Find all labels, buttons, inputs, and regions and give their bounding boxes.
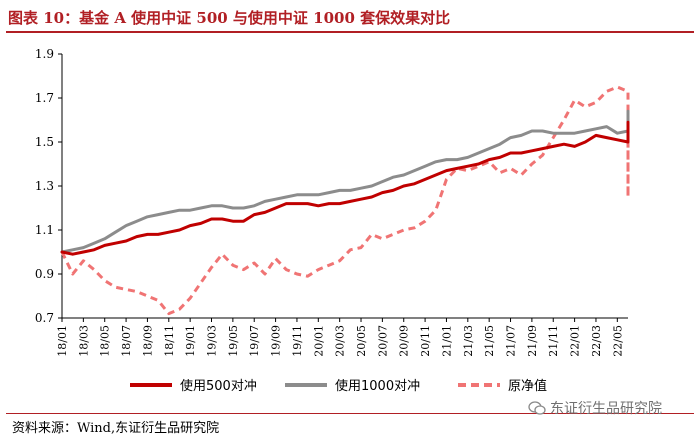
x-tick-label: 19/07 (248, 325, 261, 357)
x-tick-label: 20/01 (312, 325, 325, 357)
x-tick-label: 21/01 (440, 325, 453, 357)
x-tick-label: 19/05 (227, 325, 240, 357)
watermark: 东证衍生品研究院 (528, 398, 662, 418)
watermark-text: 东证衍生品研究院 (550, 401, 662, 417)
y-tick-label: 1.3 (35, 179, 54, 193)
x-tick-label: 19/11 (291, 325, 304, 357)
legend-label-0: 使用500对冲 (180, 378, 257, 394)
x-tick-label: 22/03 (590, 325, 603, 357)
x-tick-label: 20/03 (334, 325, 347, 357)
x-tick-label: 21/03 (462, 325, 475, 357)
x-tick-label: 18/07 (120, 325, 133, 357)
x-tick-label: 20/09 (398, 325, 411, 357)
legend-label-2: 原净值 (508, 378, 547, 394)
x-tick-label: 18/11 (163, 325, 176, 357)
series-line-1 (60, 109, 630, 254)
x-tick-label: 19/03 (206, 325, 219, 357)
y-tick-label: 1.5 (35, 135, 54, 149)
footer-rule (6, 413, 694, 414)
x-tick-label: 20/05 (355, 325, 368, 357)
x-tick-label: 18/03 (77, 325, 90, 357)
x-tick-label: 21/07 (505, 325, 518, 357)
y-tick-label: 1.1 (35, 223, 54, 237)
series-line-2 (60, 85, 630, 316)
y-tick-label: 1.7 (35, 91, 54, 105)
legend-label-1: 使用1000对冲 (335, 378, 420, 394)
series-line-0 (60, 120, 630, 256)
x-tick-label: 22/01 (569, 325, 582, 357)
title-underline (6, 31, 694, 33)
x-tick-label: 19/09 (270, 325, 283, 357)
y-tick-label: 0.7 (35, 311, 54, 325)
x-tick-label: 21/05 (483, 325, 496, 357)
chart-title: 图表 10：基金 A 使用中证 500 与使用中证 1000 套保效果对比 (8, 9, 451, 27)
wechat-icon (528, 401, 546, 415)
y-tick-label: 1.9 (35, 47, 54, 61)
x-tick-label: 18/05 (99, 325, 112, 357)
x-tick-label: 18/01 (56, 325, 69, 357)
source-note: 资料来源：Wind,东证衍生品研究院 (12, 421, 220, 436)
x-tick-label: 21/09 (526, 325, 539, 357)
x-tick-label: 18/09 (141, 325, 154, 357)
x-tick-label: 20/11 (419, 325, 432, 357)
x-tick-label: 21/11 (547, 325, 560, 357)
x-tick-label: 20/07 (376, 325, 389, 357)
x-tick-label: 19/01 (184, 325, 197, 357)
y-tick-label: 0.9 (35, 267, 54, 281)
x-tick-label: 22/05 (611, 325, 624, 357)
